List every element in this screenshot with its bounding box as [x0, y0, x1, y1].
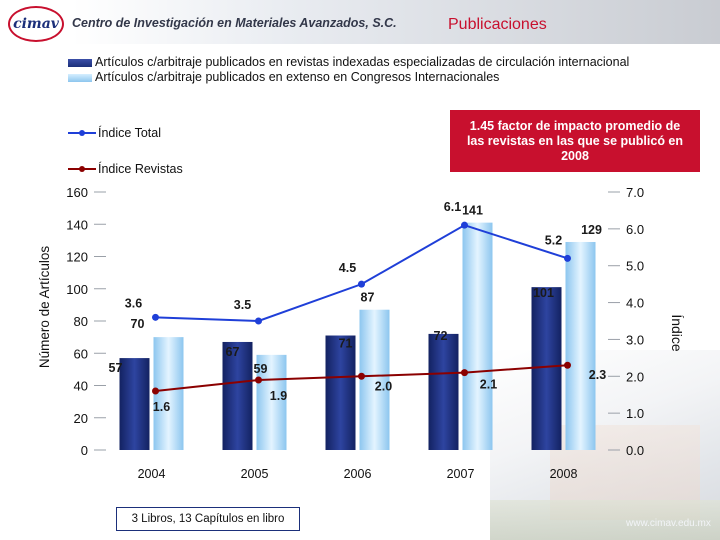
- line-label-indice-total: 5.2: [545, 233, 562, 247]
- y-tick-label: 20: [74, 411, 88, 426]
- y-axis-title: Número de Artículos: [37, 246, 52, 369]
- y2-tick-label: 4.0: [626, 296, 644, 311]
- y2-tick-label: 0.0: [626, 443, 644, 458]
- impact-factor-note: 1.45 factor de impacto promedio de las r…: [450, 110, 700, 172]
- line-label-indice-total: 4.5: [339, 261, 356, 275]
- bar-congresos: [462, 222, 493, 450]
- cimav-logo: cimav: [8, 6, 64, 42]
- bar-label-congresos: 59: [254, 362, 268, 376]
- legend-item-revistas-bars: Artículos c/arbitraje publicados en revi…: [68, 55, 688, 70]
- legend-item-congresos-bars: Artículos c/arbitraje publicados en exte…: [68, 70, 688, 85]
- bar-congresos: [565, 241, 596, 450]
- point-indice-revistas: [461, 369, 468, 377]
- legend-line-total: [68, 130, 96, 136]
- x-tick-label: 2006: [344, 467, 372, 481]
- point-indice-total: [564, 254, 571, 262]
- point-indice-total: [358, 280, 365, 288]
- bar-revistas: [222, 341, 253, 450]
- y2-tick-label: 6.0: [626, 222, 644, 237]
- y-tick-label: 160: [66, 185, 88, 200]
- bar-label-congresos: 141: [462, 204, 483, 218]
- background-grass: [490, 500, 720, 540]
- line-indice-total: [155, 224, 568, 323]
- y-tick-label: 0: [81, 443, 88, 458]
- x-tick-label: 2004: [138, 467, 166, 481]
- point-indice-total: [255, 317, 262, 325]
- line-label-indice-revistas: 1.6: [153, 400, 170, 414]
- legend-label-congresos-bars: Artículos c/arbitraje publicados en exte…: [95, 70, 500, 84]
- legend-label-revistas-bars: Artículos c/arbitraje publicados en revi…: [95, 55, 630, 69]
- line-label-indice-revistas: 2.0: [375, 379, 392, 393]
- x-tick-label: 2007: [447, 467, 475, 481]
- center-name: Centro de Investigación en Materiales Av…: [72, 16, 397, 30]
- bar-label-revistas: 101: [533, 286, 554, 300]
- y-tick-label: 40: [74, 379, 88, 394]
- books-chapters-text: 3 Libros, 13 Capítulos en libro: [131, 513, 285, 525]
- y-tick-label: 120: [66, 250, 88, 265]
- bar-revistas: [531, 287, 562, 450]
- y-tick-label: 60: [74, 346, 88, 361]
- line-label-indice-total: 6.1: [444, 200, 461, 214]
- line-label-indice-revistas: 1.9: [270, 389, 287, 403]
- y2-tick-label: 3.0: [626, 332, 644, 347]
- bar-label-congresos: 129: [581, 223, 602, 237]
- bar-label-revistas: 67: [226, 345, 240, 359]
- y2-axis-title: Índice: [669, 314, 685, 352]
- point-indice-revistas: [255, 376, 262, 384]
- bar-revistas: [325, 335, 356, 450]
- bar-label-revistas: 71: [339, 337, 353, 351]
- line-label-indice-total: 3.5: [234, 298, 251, 312]
- x-tick-label: 2005: [241, 467, 269, 481]
- bar-label-revistas: 57: [109, 361, 123, 375]
- bar-label-congresos: 87: [361, 291, 375, 305]
- bar-legend: Artículos c/arbitraje publicados en revi…: [68, 55, 688, 85]
- bar-revistas: [119, 358, 150, 450]
- bar-label-revistas: 72: [434, 329, 448, 343]
- header-bar: cimav Centro de Investigación en Materia…: [0, 0, 720, 44]
- y-tick-label: 100: [66, 282, 88, 297]
- page-title: Publicaciones: [448, 16, 547, 33]
- y-tick-label: 140: [66, 217, 88, 232]
- line-label-indice-revistas: 2.1: [480, 378, 497, 392]
- legend-line-revistas: [68, 166, 96, 172]
- point-indice-revistas: [152, 387, 159, 395]
- y2-tick-label: 1.0: [626, 406, 644, 421]
- point-indice-total: [461, 221, 468, 229]
- bar-congresos: [153, 337, 184, 450]
- legend-label-indice-revistas: Índice Revistas: [98, 162, 183, 176]
- point-indice-revistas: [358, 372, 365, 380]
- line-label-indice-revistas: 2.3: [589, 368, 606, 382]
- books-chapters-note: 3 Libros, 13 Capítulos en libro: [116, 507, 300, 531]
- line-label-indice-total: 3.6: [125, 296, 142, 310]
- x-tick-label: 2008: [550, 467, 578, 481]
- legend-swatch-dark: [68, 59, 92, 67]
- website-watermark: www.cimav.edu.mx: [626, 518, 711, 529]
- bar-congresos: [256, 354, 287, 450]
- bar-congresos: [359, 309, 390, 450]
- y2-tick-label: 7.0: [626, 185, 644, 200]
- bar-label-congresos: 70: [131, 317, 145, 331]
- bar-revistas: [428, 333, 459, 450]
- point-indice-total: [152, 313, 159, 321]
- impact-factor-note-text: 1.45 factor de impacto promedio de las r…: [466, 118, 684, 163]
- point-indice-revistas: [564, 361, 571, 369]
- y2-tick-label: 5.0: [626, 259, 644, 274]
- legend-label-indice-total: Índice Total: [98, 126, 162, 140]
- legend-swatch-light: [68, 74, 92, 82]
- y2-tick-label: 2.0: [626, 369, 644, 384]
- y-tick-label: 80: [74, 314, 88, 329]
